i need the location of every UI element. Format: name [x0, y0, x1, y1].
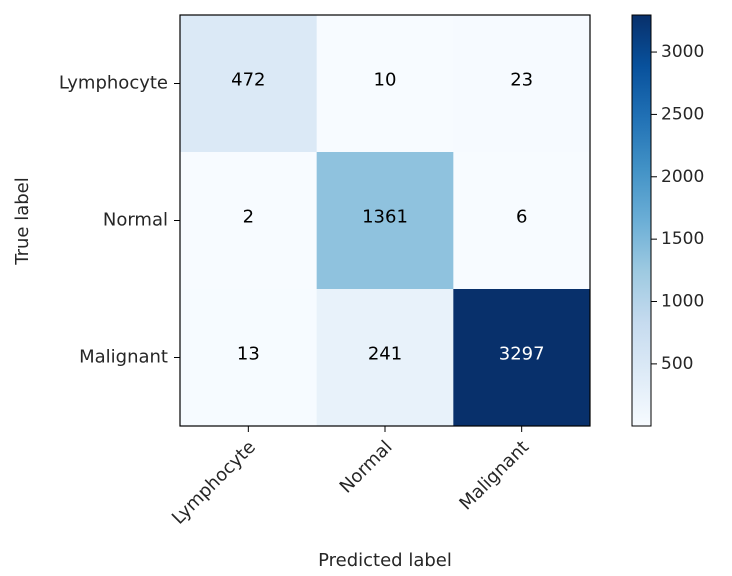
colorbar-ticks: 500 1000 1500 2000 2500 3000	[651, 42, 704, 374]
x-tick-label: Lymphocyte	[168, 437, 260, 529]
colorbar-tick-label: 1000	[661, 292, 704, 312]
cell-value-label: 1361	[362, 207, 408, 228]
x-axis-label: Predicted label	[318, 550, 452, 571]
colorbar-gradient	[631, 14, 652, 427]
y-tick-label: Malignant	[79, 347, 168, 368]
heatmap-cell-r2-c2	[453, 289, 591, 427]
heatmap-cell-r1-c0	[180, 152, 318, 290]
cell-value-label: 13	[237, 344, 260, 365]
heatmap-cell-r2-c0	[180, 289, 318, 427]
y-axis-label: True label	[12, 177, 33, 266]
cell-value-label: 10	[374, 70, 397, 91]
heatmap-cell-r1-c1	[316, 152, 454, 290]
heatmap-cell-r0-c0	[180, 15, 318, 153]
colorbar-tick-label: 500	[661, 354, 693, 374]
cell-value-labels: 472 10 23 2 1361 6 13 241 3297	[231, 70, 544, 365]
y-tick-label: Lymphocyte	[59, 73, 168, 94]
colorbar: 500 1000 1500 2000 2500 3000	[631, 14, 704, 427]
cell-value-label: 3297	[499, 344, 545, 365]
cell-value-label: 2	[243, 207, 254, 228]
cell-value-label: 6	[516, 207, 527, 228]
y-tick-label: Normal	[103, 210, 168, 231]
colorbar-tick-label: 2000	[661, 167, 704, 187]
heatmap-cells	[180, 15, 591, 427]
cell-value-label: 23	[510, 70, 533, 91]
heatmap-cell-r1-c2	[453, 152, 591, 290]
colorbar-tick-label: 3000	[661, 42, 704, 62]
heatmap-cell-r2-c1	[316, 289, 454, 427]
colorbar-tick-label: 1500	[661, 229, 704, 249]
heatmap-cell-r0-c1	[316, 15, 454, 153]
colorbar-tick-label: 2500	[661, 104, 704, 124]
cell-value-label: 241	[368, 344, 402, 365]
cell-value-label: 472	[231, 70, 265, 91]
y-axis-ticks: Lymphocyte Normal Malignant	[59, 73, 180, 368]
x-tick-label: Malignant	[455, 437, 533, 515]
heatmap-cell-r0-c2	[453, 15, 591, 153]
x-axis-ticks: Lymphocyte Normal Malignant	[168, 426, 533, 529]
x-tick-label: Normal	[336, 437, 397, 498]
